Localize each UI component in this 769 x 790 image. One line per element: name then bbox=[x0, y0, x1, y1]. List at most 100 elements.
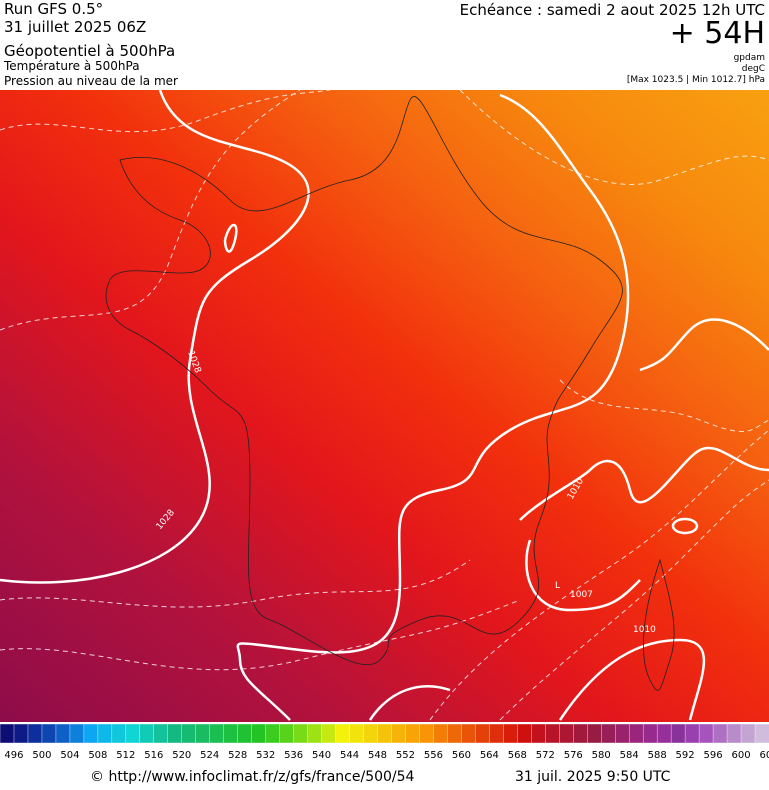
scale-label: 568 bbox=[508, 750, 527, 761]
scale-label: 604 bbox=[759, 750, 769, 761]
map: 1028 1028 1010 1007 L 1010 bbox=[0, 89, 769, 722]
footer-date: 31 juil. 2025 9:50 UTC bbox=[515, 769, 671, 785]
color-swatch bbox=[223, 723, 239, 744]
scale-label: 560 bbox=[452, 750, 471, 761]
color-swatch bbox=[13, 723, 29, 744]
scale-label: 572 bbox=[536, 750, 555, 761]
scale-label: 520 bbox=[172, 750, 191, 761]
scale-label: 600 bbox=[731, 750, 750, 761]
color-swatch bbox=[55, 723, 71, 744]
valid-time: Echéance : samedi 2 aout 2025 12h UTC bbox=[460, 1, 765, 19]
scale-label: 540 bbox=[312, 750, 331, 761]
color-swatch bbox=[489, 723, 505, 744]
contour-label: 1010 bbox=[633, 625, 656, 635]
color-swatch bbox=[377, 723, 393, 744]
color-swatch bbox=[0, 723, 15, 744]
scale-label: 528 bbox=[228, 750, 247, 761]
color-swatch bbox=[265, 723, 281, 744]
scale-label: 532 bbox=[256, 750, 275, 761]
unit: degC bbox=[742, 64, 765, 74]
color-swatch bbox=[307, 723, 323, 744]
scale-label: 556 bbox=[424, 750, 443, 761]
borders bbox=[105, 96, 675, 691]
scale-label: 564 bbox=[480, 750, 499, 761]
color-swatch bbox=[97, 723, 113, 744]
color-swatch bbox=[27, 723, 43, 744]
scale-label: 504 bbox=[60, 750, 79, 761]
color-swatch bbox=[279, 723, 295, 744]
color-swatch bbox=[559, 723, 574, 744]
color-swatch bbox=[698, 723, 714, 744]
scale-label: 544 bbox=[340, 750, 359, 761]
color-swatch bbox=[83, 723, 99, 744]
scale-label: 548 bbox=[368, 750, 387, 761]
color-swatch bbox=[754, 723, 769, 744]
color-swatch bbox=[41, 723, 57, 744]
color-swatch bbox=[587, 723, 602, 744]
color-swatch bbox=[391, 723, 407, 744]
color-swatch bbox=[642, 723, 658, 744]
color-swatch bbox=[293, 723, 309, 744]
color-swatch bbox=[405, 723, 421, 744]
color-swatch bbox=[125, 723, 141, 744]
color-swatch bbox=[475, 723, 491, 744]
scale-label: 536 bbox=[284, 750, 303, 761]
color-swatch bbox=[363, 723, 379, 744]
color-swatch bbox=[209, 723, 225, 744]
color-swatch bbox=[321, 723, 337, 744]
scale-label: 512 bbox=[116, 750, 135, 761]
color-swatch bbox=[349, 723, 365, 744]
scale-label: 552 bbox=[396, 750, 415, 761]
color-swatch bbox=[545, 723, 560, 744]
color-swatch bbox=[615, 723, 630, 744]
pressure-range: [Max 1023.5 | Min 1012.7] hPa bbox=[627, 75, 765, 85]
pressure-contours bbox=[0, 89, 769, 721]
run-date: 31 juillet 2025 06Z bbox=[4, 18, 146, 36]
field3: Pression au niveau de la mer bbox=[4, 74, 178, 88]
color-swatch bbox=[573, 723, 588, 744]
scale-label: 592 bbox=[676, 750, 695, 761]
color-swatch bbox=[601, 723, 616, 744]
color-swatch bbox=[69, 723, 85, 744]
low-marker: L bbox=[555, 581, 560, 591]
scale-label: 588 bbox=[648, 750, 667, 761]
unit: gpdam bbox=[734, 53, 765, 63]
field2: Température à 500hPa bbox=[3, 59, 140, 73]
temperature-contours bbox=[0, 89, 769, 721]
color-swatch bbox=[712, 723, 728, 744]
scale-label: 596 bbox=[704, 750, 723, 761]
map-field bbox=[0, 90, 769, 722]
color-swatch bbox=[503, 723, 519, 744]
color-swatch bbox=[153, 723, 169, 744]
color-swatch bbox=[335, 723, 351, 744]
scale-label: 524 bbox=[200, 750, 219, 761]
color-swatch bbox=[531, 723, 546, 744]
color-swatch bbox=[517, 723, 533, 744]
color-swatch bbox=[461, 723, 477, 744]
color-swatch bbox=[433, 723, 449, 744]
color-swatch bbox=[628, 723, 644, 744]
field: Géopotentiel à 500hPa bbox=[4, 42, 175, 60]
color-swatch bbox=[419, 723, 435, 744]
source: © http://www.infoclimat.fr/z/gfs/france/… bbox=[90, 769, 415, 785]
color-swatch bbox=[670, 723, 686, 744]
color-swatch bbox=[237, 723, 253, 744]
color-swatch bbox=[167, 723, 183, 744]
contour-label: 1007 bbox=[570, 590, 593, 600]
scale-label: 516 bbox=[144, 750, 163, 761]
scale-label: 496 bbox=[4, 750, 23, 761]
run: Run GFS 0.5° bbox=[4, 0, 103, 18]
scale-label: 508 bbox=[88, 750, 107, 761]
color-swatch bbox=[195, 723, 211, 744]
color-scale: 496 500 504 508 512 516 520 524 528 532 536 540 544 5… bbox=[0, 723, 769, 761]
color-swatch bbox=[139, 723, 155, 744]
color-swatch bbox=[181, 723, 197, 744]
color-swatch bbox=[447, 723, 463, 744]
color-swatch bbox=[740, 723, 756, 744]
scale-label: 580 bbox=[592, 750, 611, 761]
scale-label: 576 bbox=[564, 750, 583, 761]
color-swatch bbox=[726, 723, 742, 744]
color-swatch bbox=[111, 723, 127, 744]
color-swatch bbox=[251, 723, 267, 744]
